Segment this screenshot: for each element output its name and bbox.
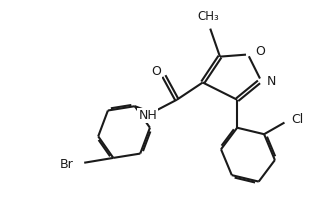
Text: Br: Br bbox=[60, 158, 74, 171]
Text: NH: NH bbox=[138, 109, 157, 122]
Text: O: O bbox=[151, 65, 161, 78]
Text: O: O bbox=[255, 45, 265, 58]
Text: N: N bbox=[266, 75, 276, 88]
Text: CH₃: CH₃ bbox=[197, 10, 219, 23]
Text: Cl: Cl bbox=[291, 113, 303, 126]
